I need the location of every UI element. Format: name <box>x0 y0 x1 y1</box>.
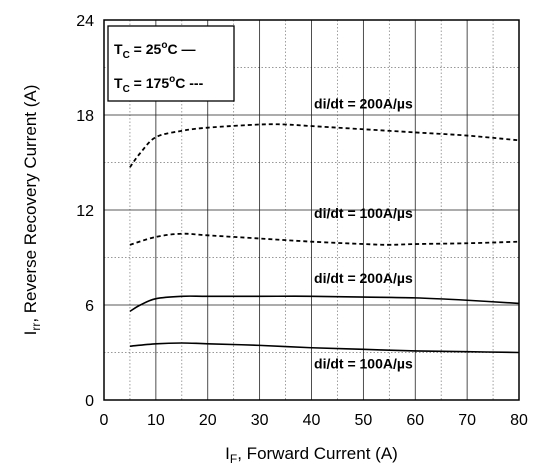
x-tick-label: 40 <box>303 412 321 429</box>
y-axis-label: Irr, Reverse Recovery Current (A) <box>21 85 43 336</box>
tick-labels: 0 10 20 30 40 50 60 70 80 0 6 12 18 24 <box>76 13 528 429</box>
series-line-2 <box>129 232 520 246</box>
y-tick-label: 0 <box>85 393 94 410</box>
annotations: di/dt = 200A/µs di/dt = 100A/µs di/dt = 20… <box>314 96 413 372</box>
series-line-3 <box>129 295 520 313</box>
x-tick-label: 30 <box>251 412 269 429</box>
x-tick-label: 80 <box>510 412 528 429</box>
x-axis-label: IF, Forward Current (A) <box>225 444 398 466</box>
annotation-label: di/dt = 200A/µs <box>314 96 413 112</box>
y-tick-label: 24 <box>76 13 94 30</box>
plot-frame <box>103 19 520 401</box>
x-tick-label: 50 <box>354 412 372 429</box>
x-tick-label: 0 <box>100 412 109 429</box>
x-tick-label: 60 <box>406 412 424 429</box>
series-line-4 <box>129 342 520 354</box>
series-group <box>129 123 520 354</box>
legend-entry-2: TC = 175oC --- <box>114 74 204 95</box>
legend-box <box>107 25 235 102</box>
y-tick-label: 18 <box>76 108 94 125</box>
y-tick-label: 6 <box>85 298 94 315</box>
x-tick-label: 70 <box>458 412 476 429</box>
x-tick-label: 20 <box>199 412 217 429</box>
legend-entry-1: TC = 25oC — <box>114 40 195 61</box>
annotation-label: di/dt = 100A/µs <box>314 355 413 371</box>
annotation-label: di/dt = 100A/µs <box>314 205 413 221</box>
annotation-label: di/dt = 200A/µs <box>314 270 413 286</box>
series-line-1 <box>129 123 520 168</box>
y-tick-label: 12 <box>76 203 94 220</box>
legend: TC = 25oC — TC = 175oC --- <box>107 25 235 102</box>
x-tick-label: 10 <box>147 412 165 429</box>
